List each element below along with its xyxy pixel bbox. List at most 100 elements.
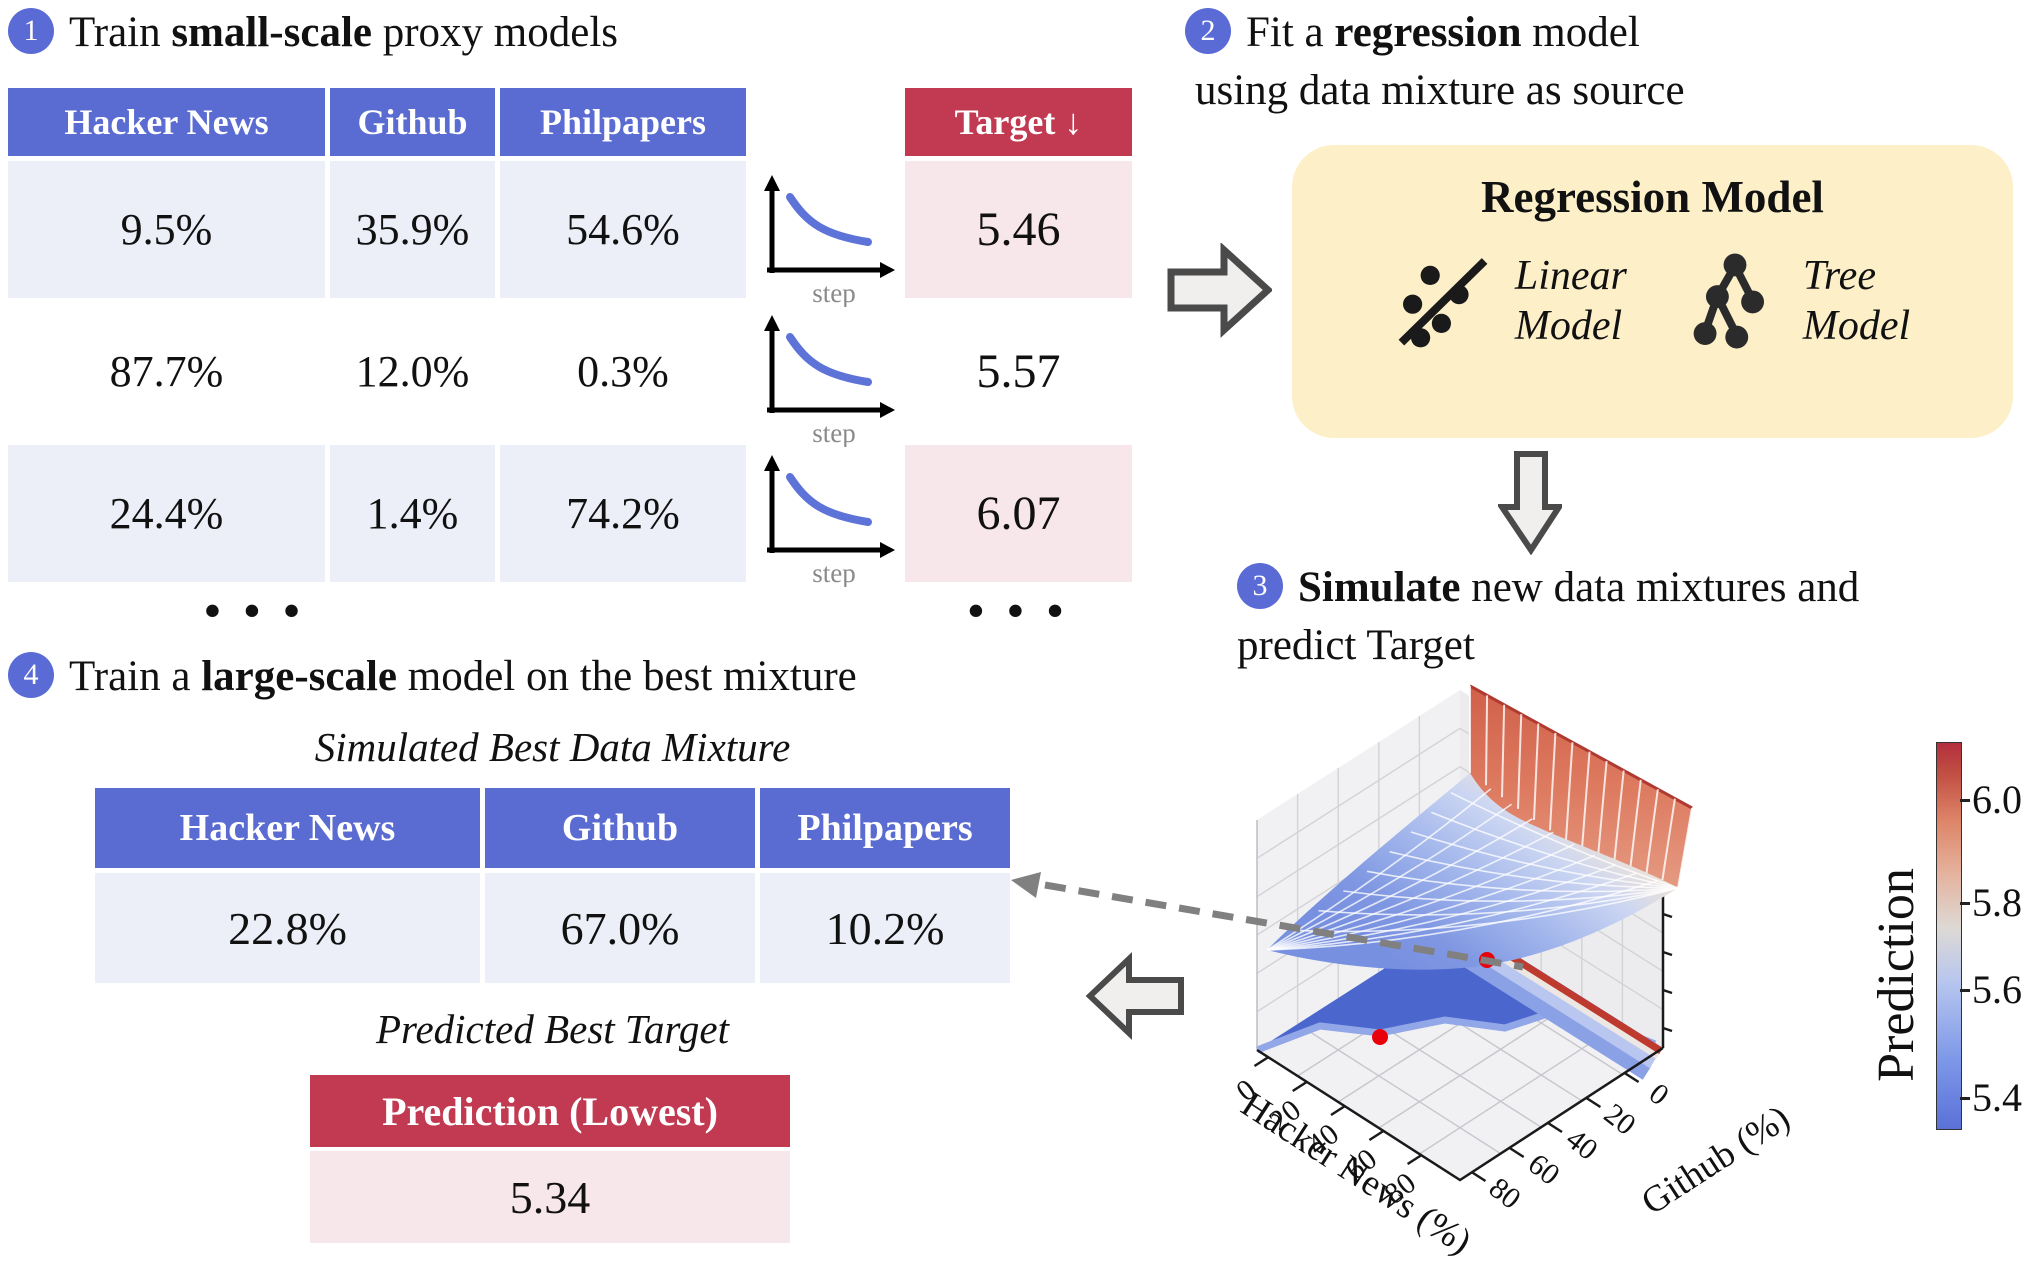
step2-title: 2 Fit a regression model using data mixt…	[1185, 8, 1685, 116]
step1-pre: Train	[69, 9, 172, 56]
tree-model-icon	[1693, 253, 1764, 349]
loss-curve	[786, 333, 872, 386]
step4-bold: large-scale	[201, 653, 397, 700]
step-axis-label: step	[812, 418, 856, 447]
table-header-cell: Hacker News	[8, 88, 325, 156]
step4-pre: Train a	[69, 653, 202, 700]
loss-curve	[786, 473, 872, 526]
label-line: Model	[1514, 303, 1623, 349]
step3-title-line2: predict Target	[1237, 622, 1475, 669]
table-cell: 87.7%	[8, 303, 325, 440]
colorbar-tick	[1960, 989, 1970, 992]
surface-red-ridge	[1470, 686, 1692, 888]
table-cell: 1.4%	[330, 445, 495, 582]
target-table: Target ↓ 5.46 5.57 6.07	[905, 88, 1132, 582]
step2-pre: Fit a	[1246, 9, 1335, 56]
colorbar-tick	[1960, 799, 1970, 802]
linear-model-icon	[1398, 258, 1488, 348]
step1-badge: 1	[8, 8, 54, 54]
y-tick-label: 40	[1560, 1122, 1604, 1166]
loss-curve-chart: step	[764, 455, 895, 587]
proxy-mixture-table: Hacker News Github Philpapers 9.5% 35.9%…	[8, 88, 746, 582]
step3-title-text: Simulate new data mixtures and	[1298, 563, 1859, 613]
surface-ridge-mesh	[1469, 686, 1693, 889]
proxy-table-ellipsis: • • •	[204, 585, 306, 636]
step1-bold: small-scale	[171, 9, 372, 56]
step1-title-text: Train small-scale proxy models	[69, 8, 618, 58]
table-cell: 24.4%	[8, 445, 325, 582]
up-arrow-icon	[764, 315, 780, 331]
colorbar-tick-label: 6.0	[1972, 777, 2022, 822]
floor-axis-edges	[1256, 1046, 1664, 1182]
table-cell: 10.2%	[760, 873, 1010, 983]
linear-model-item: Linear Model	[1395, 249, 1627, 353]
step4-badge: 4	[8, 652, 54, 698]
right-arrow-icon	[880, 402, 895, 418]
step1-post: proxy models	[371, 9, 619, 56]
right-arrow-icon	[880, 542, 895, 558]
table-header-cell: Github	[330, 88, 495, 156]
predicted-target-title: Predicted Best Target	[375, 1006, 729, 1052]
arrow-down-icon	[1498, 451, 1562, 555]
colorbar-tick-label: 5.4	[1972, 1075, 2022, 1120]
y-tick-label: 60	[1522, 1147, 1566, 1191]
table-cell: 35.9%	[330, 161, 495, 298]
step4-title: 4 Train a large-scale model on the best …	[8, 652, 857, 702]
table-cell: 22.8%	[95, 873, 480, 983]
label-line: Tree	[1802, 253, 1876, 299]
step3-title: 3 Simulate new data mixtures and predict…	[1237, 563, 1859, 671]
colorbar-tick-label: 5.8	[1972, 880, 2022, 925]
arrow-left-icon	[1085, 952, 1184, 1040]
table-cell: 54.6%	[500, 161, 746, 298]
step-axis-label: step	[812, 278, 856, 307]
step3-post: new data mixtures and	[1460, 564, 1860, 611]
y-axis-label: Github (%)	[1634, 1098, 1797, 1224]
loss-curve	[786, 193, 872, 246]
table-header-cell: Philpapers	[760, 788, 1010, 868]
step2-title-text: Fit a regression model	[1246, 8, 1640, 58]
table-header-cell: Hacker News	[95, 788, 480, 868]
table-cell: 6.07	[905, 445, 1132, 582]
simulated-mixture-title: Simulated Best Data Mixture	[314, 724, 791, 770]
right-arrow-icon	[880, 262, 895, 278]
surface-mesh	[1266, 788, 1679, 951]
tree-model-item: Tree Model	[1691, 249, 1910, 353]
colorbar-tick-label: 5.6	[1972, 967, 2022, 1012]
surface-valley	[1267, 773, 1678, 970]
step1-title: 1 Train small-scale proxy models	[8, 8, 618, 58]
loss-curve-chart: step	[764, 315, 895, 447]
table-header-cell: Prediction (Lowest)	[310, 1075, 790, 1147]
dashed-arrow	[1011, 872, 1524, 971]
colorbar-label: Prediction	[1868, 868, 1925, 1082]
y-tick-label: 20	[1598, 1097, 1642, 1141]
table-header-cell: Github	[485, 788, 755, 868]
target-table-ellipsis: • • •	[967, 585, 1070, 636]
table-cell: 74.2%	[500, 445, 746, 582]
up-arrow-icon	[764, 175, 780, 191]
table-cell: 5.34	[310, 1151, 790, 1243]
table-header-cell: Philpapers	[500, 88, 746, 156]
colorbar	[1936, 742, 1962, 1130]
arrow-right-icon	[1167, 243, 1272, 338]
colorbar-tick	[1960, 1097, 1970, 1100]
predicted-target-table: Prediction (Lowest) 5.34	[310, 1075, 790, 1243]
contour-optimum-marker	[1372, 1029, 1388, 1045]
step2-bold: regression	[1334, 9, 1522, 56]
table-cell: 5.57	[905, 303, 1132, 440]
y-tick-label: 80	[1483, 1171, 1527, 1215]
step-axis-label: step	[812, 558, 856, 587]
loss-curve-chart: step	[764, 175, 895, 307]
step2-title-line2: using data mixture as source	[1195, 67, 1685, 114]
step4-title-text: Train a large-scale model on the best mi…	[69, 652, 857, 702]
regression-model-box: Regression Model Linear Model	[1292, 145, 2013, 438]
label-line: Linear	[1514, 253, 1627, 299]
step4-post: model on the best mixture	[397, 653, 857, 700]
table-cell: 0.3%	[500, 303, 746, 440]
step2-post: model	[1521, 9, 1640, 56]
linear-model-label: Linear Model	[1515, 251, 1627, 351]
tree-model-label: Tree Model	[1803, 251, 1910, 351]
step2-badge: 2	[1185, 8, 1231, 54]
y-tick-label: 0	[1643, 1077, 1675, 1112]
axis-ticks	[1253, 1055, 1640, 1183]
